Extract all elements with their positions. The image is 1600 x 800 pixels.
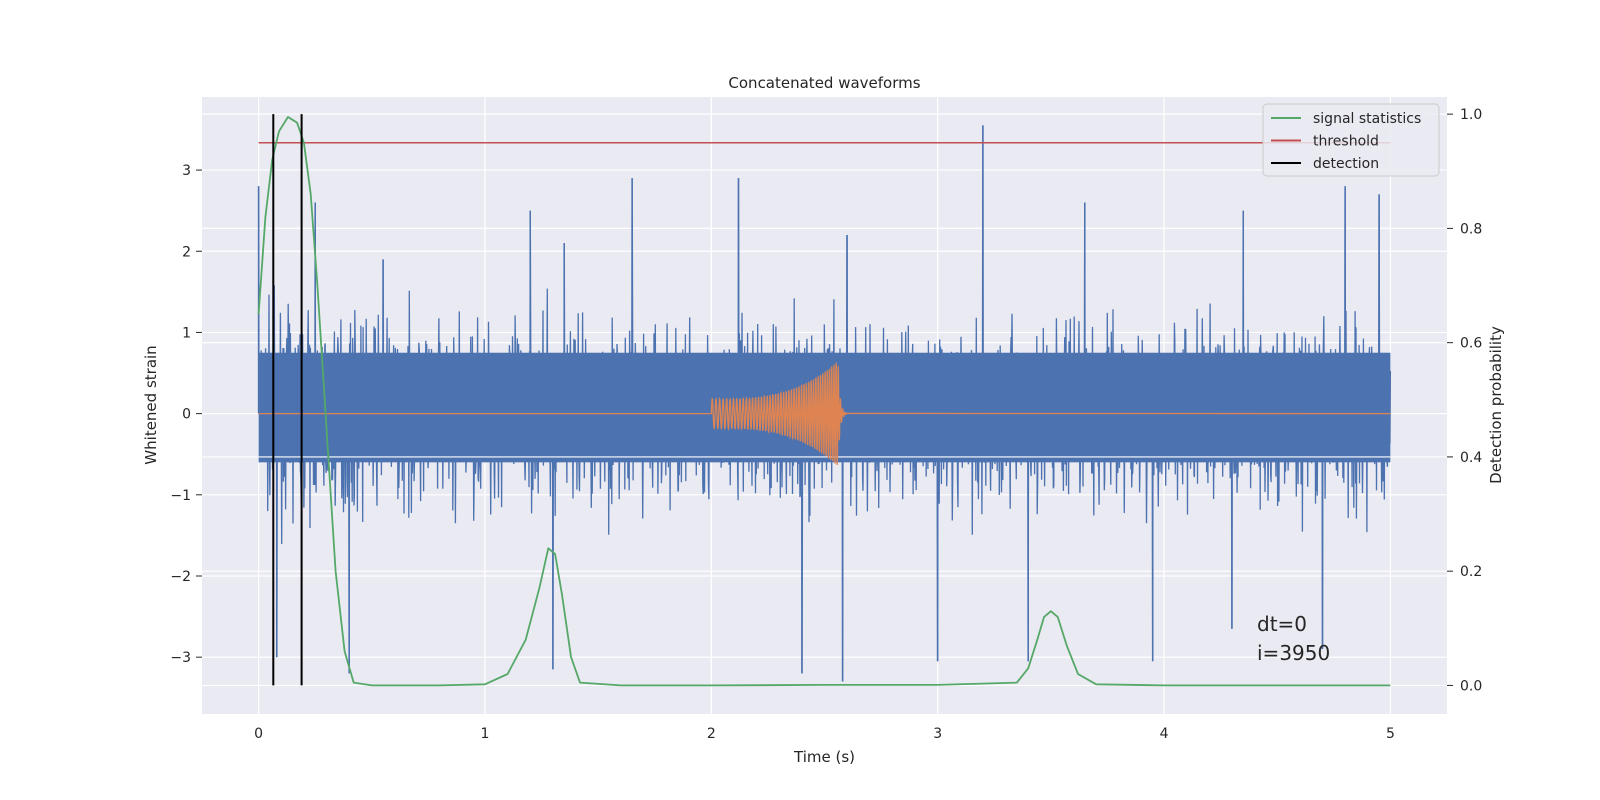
x-tick-labels: 0 1 2 3 4 5: [254, 726, 1395, 742]
x-tick-label: 1: [480, 726, 489, 742]
y2-tick-label: 0.6: [1460, 336, 1482, 352]
legend: signal statistics threshold detection: [1262, 103, 1440, 177]
x-axis-label: Time (s): [793, 748, 855, 766]
x-tick-label: 3: [933, 726, 942, 742]
y-tick-label: 2: [182, 244, 191, 260]
x-tick-label: 5: [1386, 726, 1395, 742]
annotations: dt=0 i=3950: [1257, 612, 1330, 665]
x-tick-label: 2: [707, 726, 716, 742]
x-tick-label: 4: [1160, 726, 1169, 742]
legend-entry: detection: [1313, 156, 1379, 172]
annotation-text: i=3950: [1257, 641, 1330, 665]
y-tick-label: 1: [182, 325, 191, 341]
y-tick-label: −1: [170, 488, 191, 504]
y-tick-label: −3: [170, 650, 191, 666]
signal-statistics-line: [257, 116, 1391, 687]
legend-entry: signal statistics: [1313, 111, 1421, 127]
y2-tick-label: 0.8: [1460, 221, 1482, 237]
y-tick-label: 0: [182, 407, 191, 423]
chart-title: Concatenated waveforms: [728, 74, 920, 92]
y-tick-labels: −3 −2 −1 0 1 2 3: [170, 163, 202, 666]
y2-tick-labels: 0.0 0.2 0.4 0.6 0.8 1.0: [1447, 107, 1482, 694]
y2-tick-label: 0.4: [1460, 450, 1482, 466]
y-tick-label: 3: [182, 163, 191, 179]
y-tick-label: −2: [170, 569, 191, 585]
y2-tick-label: 1.0: [1460, 107, 1482, 123]
legend-box: [1262, 103, 1440, 177]
x-tick-label: 0: [254, 726, 263, 742]
y-axis-label: Whitened strain: [142, 345, 160, 464]
legend-entry: threshold: [1313, 134, 1379, 150]
y2-tick-label: 0.0: [1460, 678, 1482, 694]
series-layer: [257, 114, 1392, 687]
y2-tick-label: 0.2: [1460, 564, 1482, 580]
annotation-text: dt=0: [1257, 612, 1307, 636]
waveform-line: [258, 362, 1391, 466]
y2-axis-label: Detection probability: [1487, 326, 1505, 484]
